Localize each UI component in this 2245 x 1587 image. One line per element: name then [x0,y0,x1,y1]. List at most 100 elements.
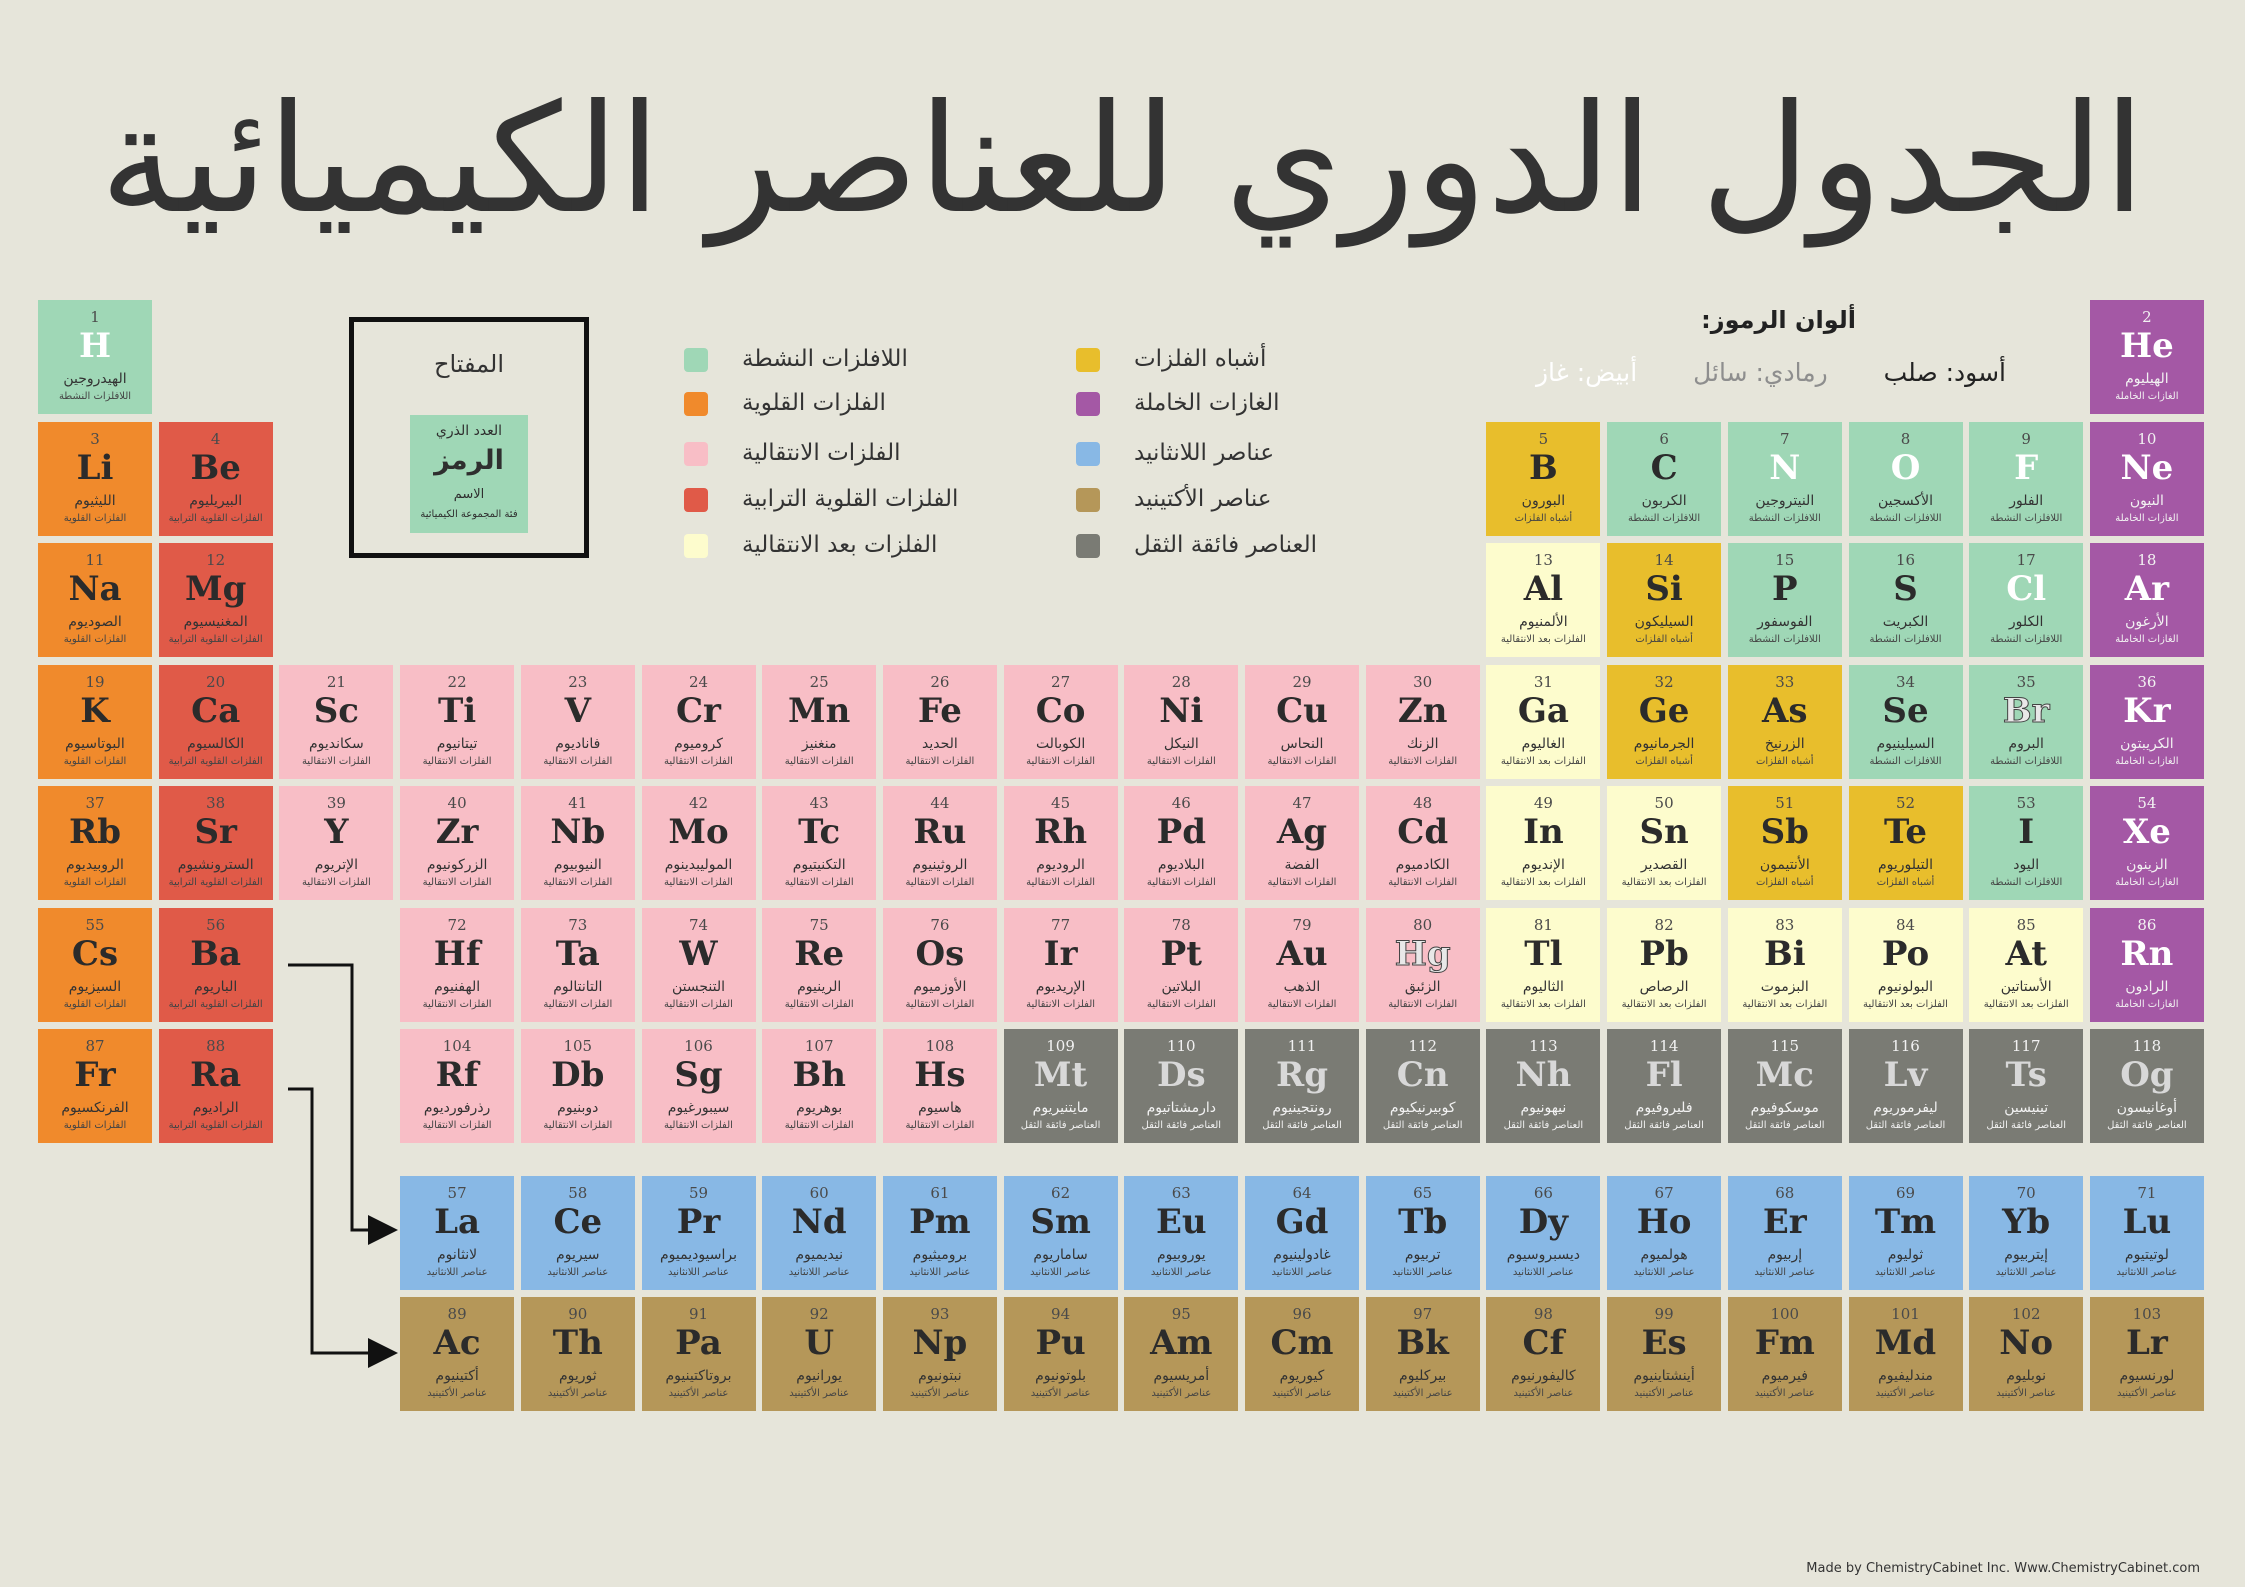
atomic-number: 105 [563,1037,593,1055]
element-symbol: I [2018,812,2035,852]
element-symbol: Fe [917,690,962,731]
element-category: عناصر اللانثانيد [1633,1267,1695,1278]
element-symbol: Ru [913,812,967,852]
atomic-number: 18 [2137,551,2157,569]
atomic-number: 71 [2137,1184,2157,1202]
atomic-number: 118 [2132,1037,2162,1055]
atomic-number: 36 [2137,672,2157,691]
element-name: السيزيوم [68,978,122,995]
element-category: اللافلزات النشطة [58,391,132,402]
element-category: العناصر فائقة الثقل [1986,1120,2066,1131]
element-symbol: Si [1645,569,1683,609]
element-name: السترونشيوم [177,857,254,873]
element-name: الهيليوم [2125,371,2169,387]
element-category: الفلزات القلوية [63,755,127,767]
element-hf: 72 Hf الهفنيوم الفلزات الانتقالية [400,907,515,1022]
element-symbol: Lu [2122,1202,2172,1242]
element-symbol: Sg [674,1055,723,1095]
element-symbol: Ra [190,1055,242,1095]
element-name: الزركونيوم [426,857,488,873]
element-gd: 64 Gd غادولينيوم عناصر اللانثانيد [1245,1176,1359,1290]
element-category: عناصر اللانثانيد [788,1267,850,1278]
element-name: فيرميوم [1761,1368,1808,1384]
element-er: 68 Er إربيوم عناصر اللانثانيد [1727,1176,1842,1290]
key-title: المفتاح [433,350,505,378]
element-h: 1 H الهيدروجين اللافلزات النشطة [38,300,152,414]
atomic-number: 15 [1775,551,1795,569]
element-name: الهفنيوم [434,978,481,995]
element-nb: 41 Nb النيوبيوم الفلزات الانتقالية [520,786,635,900]
element-category: العناصر فائقة الثقل [1745,1120,1825,1131]
element-name: الغاليوم [1521,735,1566,752]
element-mn: 25 Mn منغنيز الفلزات الانتقالية [762,664,877,779]
element-symbol: La [434,1202,481,1242]
atomic-number: 115 [1770,1037,1800,1055]
element-name: بلوتونيوم [1035,1368,1087,1384]
element-name: بوهريوم [796,1100,843,1116]
element-ar: 18 Ar الأرغون الغازات الخاملة [2089,543,2204,657]
element-category: عناصر الأكتينيد [547,1388,608,1399]
element-cl: 17 Cl الكلور اللافلزات النشطة [1969,543,2084,657]
element-ho: 67 Ho هولميوم عناصر اللانثانيد [1607,1176,1722,1290]
element-hs: 108 Hs هاسيوم الفلزات الانتقالية [882,1029,997,1143]
element-category: الفلزات الانتقالية [301,755,371,767]
atomic-number: 20 [206,672,226,691]
atomic-number: 91 [688,1305,709,1323]
element-category: عناصر الأكتينيد [427,1388,487,1399]
element-symbol: Zr [435,812,479,852]
element-symbol: Ce [553,1202,603,1242]
element-name: ثوريوم [558,1368,597,1384]
element-name: تينيسين [2004,1100,2049,1116]
atomic-number: 82 [1654,915,1674,934]
element-category: اللافلزات النشطة [1990,512,2063,524]
element-category: الفلزات بعد الانتقالية [1500,877,1586,888]
atomic-number: 13 [1533,551,1553,569]
element-category: أشباه الفلزات [1756,755,1814,767]
element-symbol: Rb [68,812,122,852]
element-symbol: Nd [791,1202,847,1242]
atomic-number: 79 [1292,915,1312,934]
legend-swatch [684,442,708,466]
element-symbol: Ar [2124,569,2170,609]
element-mt: 109 Mt مايتنيريوم العناصر فائقة الثقل [1003,1029,1118,1143]
element-symbol: Ag [1276,812,1328,852]
element-symbol: Er [1762,1202,1807,1242]
atomic-number: 29 [1292,672,1312,691]
element-category: الفلزات الانتقالية [543,1120,613,1131]
element-no: 102 No نوبليوم عناصر الأكتينيد [1969,1297,2084,1411]
element-symbol: Os [915,933,965,974]
element-symbol: Au [1276,933,1328,974]
atomic-number: 17 [2016,551,2036,569]
element-bi: 83 Bi البزموت الفلزات بعد الانتقالية [1727,907,1842,1022]
element-te: 52 Te التيلوريوم أشباه الفلزات [1848,786,1963,900]
element-name: منغنيز [801,735,837,752]
element-symbol: Re [794,933,845,974]
element-name: دوبنيوم [557,1100,599,1116]
element-symbol: Dy [1518,1202,1569,1242]
element-category: عناصر الأكتينيد [1392,1388,1453,1399]
element-symbol: Sn [1639,812,1689,852]
element-symbol: U [804,1323,835,1363]
element-category: اللافلزات النشطة [1990,877,2063,888]
element-name: أوغانيسون [2116,1100,2178,1116]
element-sb: 51 Sb الأنتيمون أشباه الفلزات [1727,786,1842,900]
element-category: عناصر الأكتينيد [1272,1388,1332,1399]
element-name: الألمنيوم [1519,614,1568,630]
atomic-number: 56 [206,915,226,934]
element-symbol: Tc [798,812,841,852]
element-category: الغازات الخاملة [2115,634,2179,645]
atomic-number: 10 [2137,429,2157,448]
element-symbol: He [2120,326,2174,366]
element-symbol: K [80,690,110,731]
atomic-number: 52 [1895,794,1916,812]
element-category: العناصر فائقة الثقل [1020,1120,1101,1131]
element-symbol: Al [1523,569,1564,609]
element-name: البوتاسيوم [65,735,125,752]
element-ti: 22 Ti تيتانيوم الفلزات الانتقالية [400,664,515,779]
element-category: اللافلزات النشطة [1748,512,1821,524]
element-name: غادولينيوم [1273,1247,1331,1263]
element-category: الفلزات الانتقالية [1267,998,1337,1010]
element-category: الفلزات الانتقالية [1146,998,1216,1010]
element-symbol: Ga [1517,690,1569,731]
atomic-number: 53 [2016,794,2036,812]
